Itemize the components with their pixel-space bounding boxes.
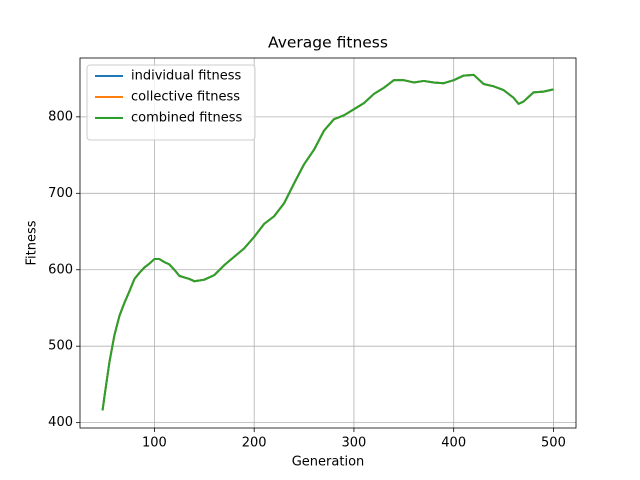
y-tick-label: 600: [48, 262, 73, 277]
x-tick-label: 400: [441, 436, 466, 451]
y-tick-label: 500: [48, 339, 73, 354]
y-tick-label: 400: [48, 415, 73, 430]
chart-title: Average fitness: [268, 34, 388, 52]
x-tick-label: 100: [142, 436, 167, 451]
legend-label: collective fitness: [131, 90, 240, 105]
y-tick-label: 700: [48, 186, 73, 201]
x-tick-label: 500: [541, 436, 566, 451]
y-tick-label: 800: [48, 109, 73, 124]
legend-label: individual fitness: [131, 69, 242, 84]
plot-frame: [79, 57, 577, 429]
x-tick-label: 300: [342, 436, 367, 451]
legend-label: combined fitness: [131, 111, 243, 126]
x-axis-label: Generation: [292, 455, 365, 470]
line-series: [101, 73, 554, 411]
x-tick-label: 200: [242, 436, 267, 451]
legend-box: [86, 64, 256, 141]
y-axis-label: Fitness: [25, 220, 40, 265]
